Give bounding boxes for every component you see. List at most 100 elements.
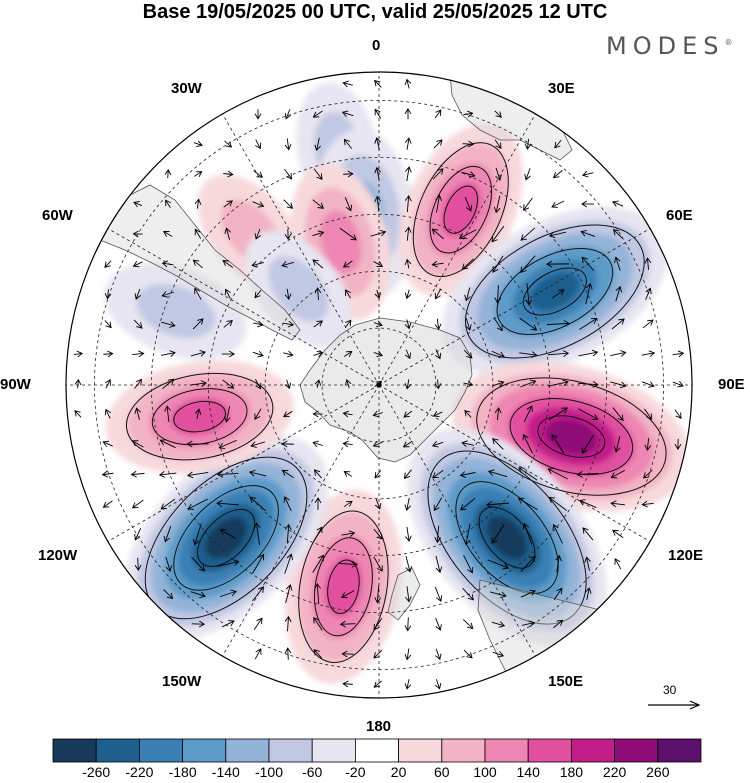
colorbar-swatch (614, 738, 659, 763)
contour-line (151, 388, 248, 446)
wind-arrow (252, 350, 264, 358)
wind-arrow (580, 229, 595, 237)
wind-arrow (163, 589, 174, 600)
wind-arrow (431, 441, 444, 448)
wind-arrow (192, 523, 202, 546)
contour-line (537, 415, 606, 458)
wind-arrow (611, 318, 625, 330)
meridian-line (378, 113, 536, 386)
wind-arrow (581, 170, 594, 178)
meridian-line (222, 113, 380, 386)
wind-arrow (221, 620, 235, 628)
wind-arrow (222, 379, 235, 389)
wind-arrow (313, 350, 324, 358)
wind-arrow (339, 227, 357, 241)
colorbar-swatch (398, 738, 443, 763)
wind-arrow (547, 350, 570, 357)
wind-arrow (254, 109, 262, 120)
wind-arrow (578, 380, 599, 388)
wind-arrow (248, 469, 267, 477)
wind-arrow (284, 288, 292, 301)
colorbar-swatch (225, 738, 270, 763)
wind-arrow (101, 470, 114, 478)
lon-label-30w: 30W (171, 80, 202, 97)
colorbar-tick-label: -220 (125, 764, 154, 780)
contour-line (455, 481, 559, 595)
wind-arrow (495, 167, 502, 182)
wind-arrow (464, 409, 472, 418)
wind-arrow (219, 589, 237, 598)
wind-arrow (221, 350, 236, 358)
wind-arrow (641, 350, 656, 358)
wind-arrow (373, 649, 383, 659)
wind-arrow (493, 317, 503, 332)
wind-arrow (314, 582, 321, 605)
wind-arrow (218, 439, 237, 449)
wind-arrow (404, 226, 412, 241)
wind-arrow (492, 651, 505, 658)
wind-arrow (374, 499, 382, 510)
wind-arrow (284, 647, 292, 660)
wind-arrow (344, 350, 353, 357)
wind-arrow (253, 320, 264, 328)
wind-arrow (547, 379, 569, 387)
wind-arrow (374, 585, 382, 604)
wind-arrow (374, 195, 382, 212)
wind-arrow (404, 289, 412, 300)
wind-arrow (373, 528, 383, 540)
wind-arrow (163, 526, 172, 543)
wind-arrow (548, 231, 567, 239)
wind-arrow (161, 260, 174, 268)
contour-line (509, 398, 634, 476)
wind-arrow (644, 257, 652, 270)
wind-arrow (493, 195, 501, 214)
wind-arrow (578, 408, 599, 420)
wind-arrow (435, 648, 442, 661)
lon-label-150e: 150E (548, 673, 584, 690)
wind-arrow (672, 350, 685, 358)
wind-arrow (284, 138, 292, 151)
wind-arrow (553, 587, 563, 600)
wind-arrow (132, 350, 145, 358)
wind-arrow (463, 649, 473, 659)
wind-arrow (552, 170, 563, 179)
wind-arrow (224, 288, 231, 299)
wind-arrow (102, 440, 113, 447)
wind-arrow (373, 617, 383, 631)
wind-arrow (341, 650, 354, 658)
wind-arrow (312, 230, 325, 237)
wind-arrow (610, 500, 625, 508)
lon-label-60e: 60E (666, 207, 693, 224)
wind-arrow (612, 229, 623, 239)
wind-arrow (104, 408, 111, 419)
meridian-line (107, 384, 380, 542)
wind-arrow (189, 380, 207, 387)
wind-arrow (255, 139, 262, 150)
wind-arrow (492, 255, 504, 273)
parallel-line (207, 213, 551, 557)
wind-arrow (642, 319, 654, 329)
colorbar-swatch (52, 738, 97, 763)
wind-arrow (134, 527, 142, 541)
wind-arrow (339, 620, 356, 628)
colorbar-swatch (354, 738, 399, 763)
wind-arrow (283, 199, 294, 209)
wind-arrow (104, 320, 112, 329)
wind-arrow (370, 229, 387, 237)
wind-arrow (584, 587, 592, 601)
contour-line (465, 224, 645, 359)
wind-arrow (578, 499, 597, 508)
wind-arrow (491, 524, 505, 544)
wind-arrow (190, 591, 206, 599)
wind-arrow (314, 287, 322, 300)
colorbar-tick-label: 100 (473, 764, 497, 780)
wind-arrow (223, 170, 234, 178)
wind-arrow (373, 556, 383, 572)
wind-arrow (463, 555, 474, 574)
wind-arrow (312, 410, 323, 418)
wind-arrow (131, 499, 144, 509)
wind-arrow (158, 471, 177, 478)
wind-arrow (431, 260, 444, 268)
wind-arrow (458, 229, 477, 240)
wind-arrow (341, 590, 355, 599)
